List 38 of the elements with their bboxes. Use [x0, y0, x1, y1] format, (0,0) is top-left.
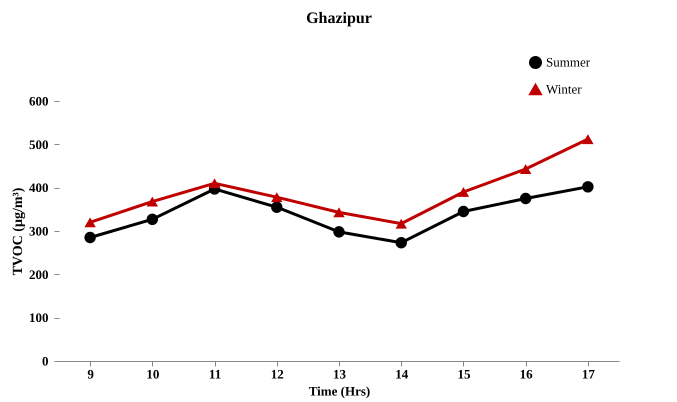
point: [146, 214, 158, 225]
x-tick-label: 12: [270, 366, 284, 382]
x-tick-label: 11: [208, 366, 222, 382]
point: [520, 164, 532, 174]
point: [333, 226, 345, 238]
x-axis-title: Time (Hrs): [308, 384, 370, 398]
x-tick-label: 15: [457, 366, 471, 382]
point: [582, 181, 594, 192]
x-tick-label: 10: [146, 366, 160, 382]
point: [582, 134, 594, 144]
point: [271, 192, 282, 202]
point: [84, 232, 96, 244]
point: [208, 178, 220, 188]
point: [396, 237, 407, 248]
x-tick-label: 17: [582, 366, 596, 382]
chart-title: Ghazipur: [306, 10, 372, 27]
legend-label: Summer: [546, 54, 591, 70]
y-tick-label: 400: [29, 180, 48, 196]
y-tick-label: 0: [42, 354, 48, 368]
y-tick-label: 500: [29, 136, 48, 152]
point: [458, 206, 470, 218]
y-tick-label: 200: [29, 266, 48, 282]
y-axis-title: TVOC (µg/m³): [11, 187, 26, 276]
point: [84, 217, 96, 228]
point: [271, 201, 282, 213]
x-tick-label: 16: [520, 366, 534, 382]
y-tick-label: 100: [29, 310, 48, 326]
point: [396, 218, 407, 229]
x-tick-label: 9: [87, 366, 94, 382]
y-tick-label: 600: [29, 94, 48, 108]
point: [458, 187, 470, 197]
y-tick-label: 300: [29, 224, 48, 238]
legend-label: Winter: [546, 82, 582, 96]
x-tick-label: 13: [333, 366, 346, 382]
x-tick-label: 14: [395, 366, 409, 382]
point: [146, 196, 158, 206]
point: [333, 207, 345, 218]
point: [520, 192, 532, 204]
